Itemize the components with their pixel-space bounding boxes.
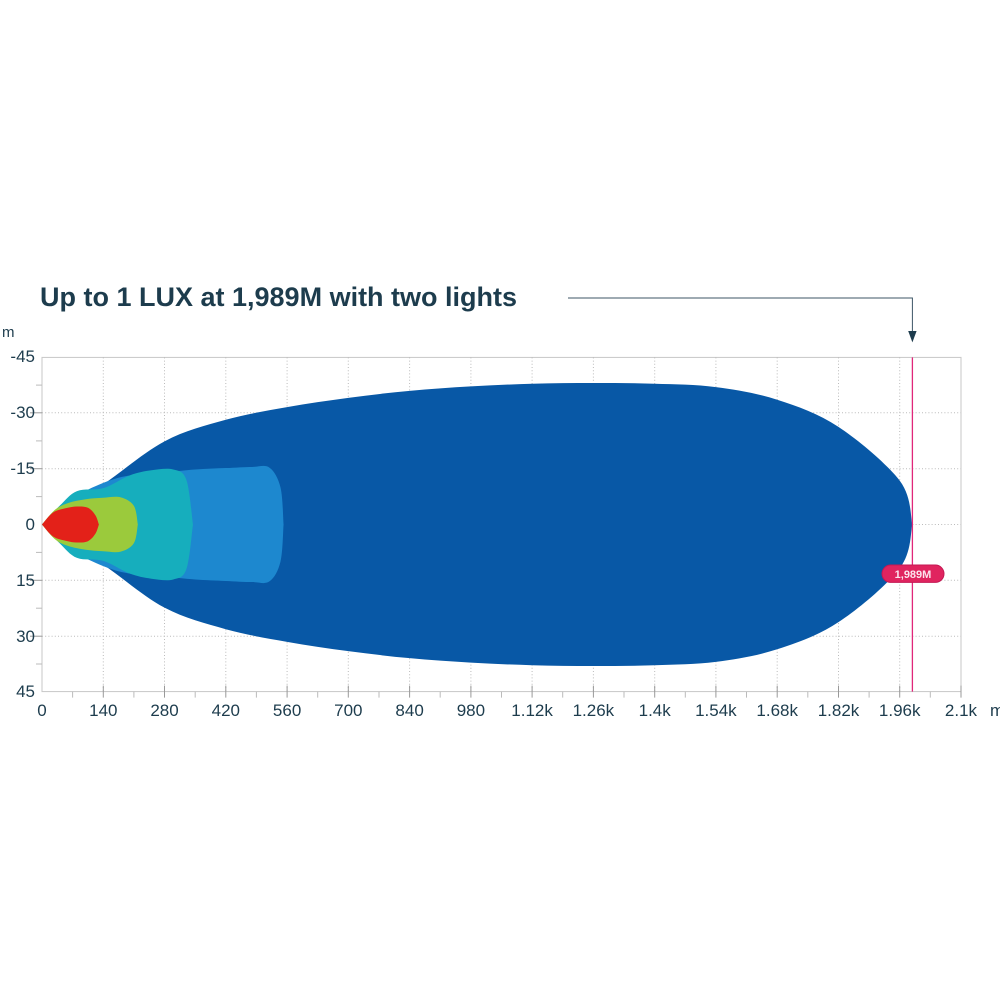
svg-text:1.4k: 1.4k bbox=[639, 701, 672, 720]
svg-text:45: 45 bbox=[16, 682, 35, 701]
svg-text:1.82k: 1.82k bbox=[818, 701, 860, 720]
svg-text:m: m bbox=[2, 324, 15, 341]
svg-text:700: 700 bbox=[334, 701, 362, 720]
svg-text:30: 30 bbox=[16, 627, 35, 646]
svg-text:1,989M: 1,989M bbox=[895, 569, 932, 581]
svg-text:Up to 1 LUX at 1,989M with two: Up to 1 LUX at 1,989M with two lights bbox=[40, 282, 517, 312]
svg-text:m: m bbox=[990, 701, 1000, 720]
svg-text:-30: -30 bbox=[10, 403, 35, 422]
svg-text:280: 280 bbox=[150, 701, 178, 720]
svg-text:-45: -45 bbox=[10, 347, 35, 366]
svg-text:1.96k: 1.96k bbox=[879, 701, 921, 720]
svg-text:560: 560 bbox=[273, 701, 301, 720]
svg-text:1.12k: 1.12k bbox=[511, 701, 553, 720]
svg-text:2.1k: 2.1k bbox=[945, 701, 978, 720]
svg-text:1.54k: 1.54k bbox=[695, 701, 737, 720]
svg-text:1.68k: 1.68k bbox=[756, 701, 798, 720]
svg-text:0: 0 bbox=[37, 701, 46, 720]
svg-text:-15: -15 bbox=[10, 459, 35, 478]
svg-text:15: 15 bbox=[16, 571, 35, 590]
svg-text:420: 420 bbox=[212, 701, 240, 720]
svg-text:840: 840 bbox=[395, 701, 423, 720]
svg-text:1.26k: 1.26k bbox=[573, 701, 615, 720]
svg-text:140: 140 bbox=[89, 701, 117, 720]
svg-text:980: 980 bbox=[457, 701, 485, 720]
svg-text:0: 0 bbox=[26, 515, 35, 534]
